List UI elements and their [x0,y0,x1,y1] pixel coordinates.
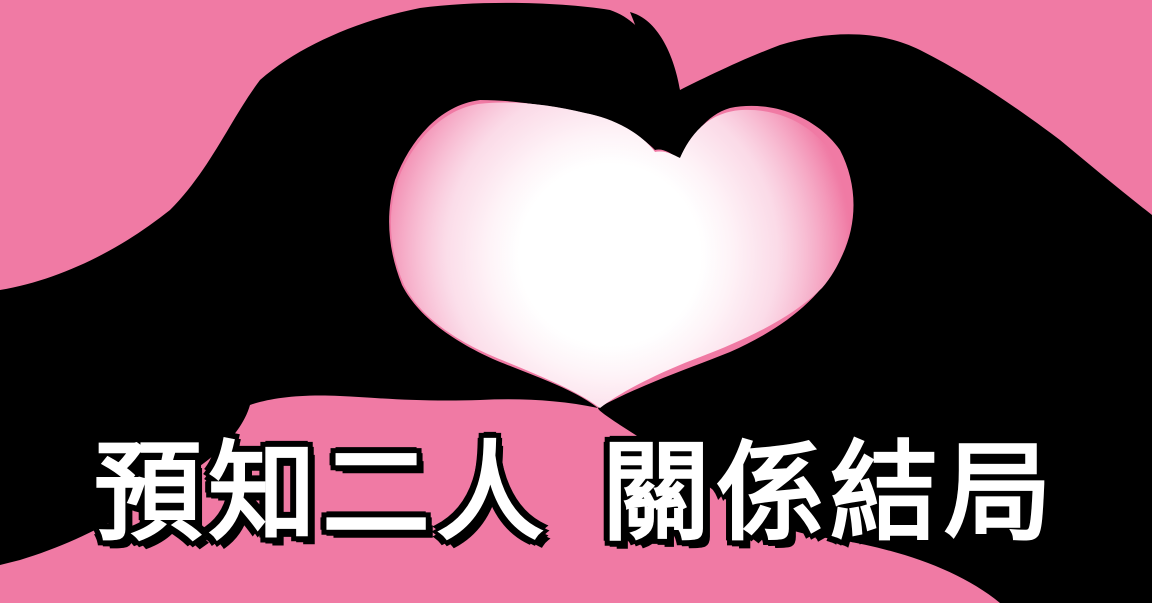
left-hand-silhouette [0,2,670,565]
heart-opening-halo [390,102,851,409]
caption-left-phrase: 預知二人 [92,430,550,556]
caption-right-phrase: 關係結局 [600,430,1059,556]
caption: 預知二人 關係結局 [0,418,1152,568]
right-hand-silhouette [598,12,1152,603]
